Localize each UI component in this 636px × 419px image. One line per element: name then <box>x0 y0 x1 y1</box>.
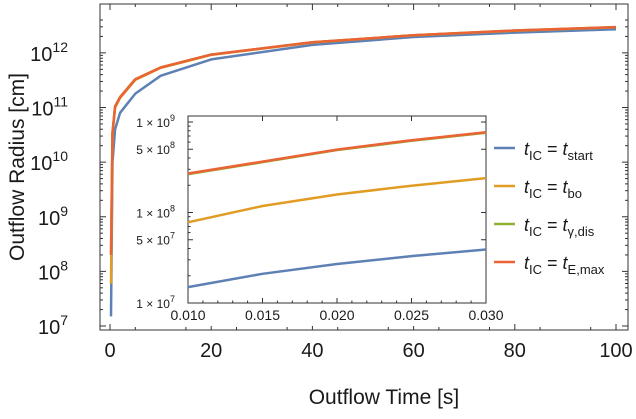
x-tick-label: 80 <box>504 340 526 362</box>
y-tick-label: 108 <box>38 257 68 284</box>
inset-y-tick-label: 5 × 107 <box>136 231 175 248</box>
legend-label: tIC = tstart <box>524 139 593 163</box>
y-axis-label: Outflow Radius [cm] <box>6 73 29 261</box>
x-tick-label: 40 <box>301 340 323 362</box>
x-tick-label: 100 <box>599 340 632 362</box>
y-tick-label: 1011 <box>31 94 68 121</box>
inset-x-tick-label: 0.030 <box>468 307 503 323</box>
inset-x-tick-label: 0.025 <box>394 307 429 323</box>
series-line <box>109 25 617 255</box>
y-tick-label: 1010 <box>30 148 68 175</box>
inset-y-tick-label: 5 × 108 <box>136 140 175 157</box>
y-tick-label: 107 <box>38 312 68 339</box>
inset-y-tick-label: 1 × 109 <box>136 113 175 130</box>
inset-x-tick-label: 0.015 <box>245 307 280 323</box>
inset-plot: 0.010 0.015 0.020 0.025 0.030 1 × 107 5 × 107 1… <box>130 110 504 326</box>
series-line <box>109 28 617 317</box>
main-plot: 0 20 40 60 80 100107108109101010111012Outflow… <box>6 3 633 409</box>
inset-background <box>130 110 490 326</box>
inset-series-line <box>187 176 487 224</box>
x-tick-label: 60 <box>402 340 424 362</box>
x-tick-label: 0 <box>104 340 115 362</box>
inset-y-tick-label: 1 × 108 <box>136 204 175 221</box>
inset-series-line <box>187 248 487 289</box>
inset-x-tick-label: 0.020 <box>319 307 354 323</box>
y-tick-label: 109 <box>38 203 68 230</box>
legend-label: tIC = tγ,dis <box>524 215 595 239</box>
legend-label: tIC = tE,max <box>524 253 605 277</box>
x-axis-label: Outflow Time [s] <box>309 386 460 409</box>
legend-label: tIC = tbo <box>524 177 582 201</box>
x-tick-label: 20 <box>200 340 222 362</box>
inset-x-tick-label: 0.010 <box>170 307 205 323</box>
inset-series-line <box>187 131 487 175</box>
y-tick-label: 1012 <box>30 39 68 66</box>
legend: tIC = tstart tIC = tbo tIC = tγ,dis tIC = t… <box>494 139 605 277</box>
inset-y-tick-label: 1 × 107 <box>136 294 175 311</box>
